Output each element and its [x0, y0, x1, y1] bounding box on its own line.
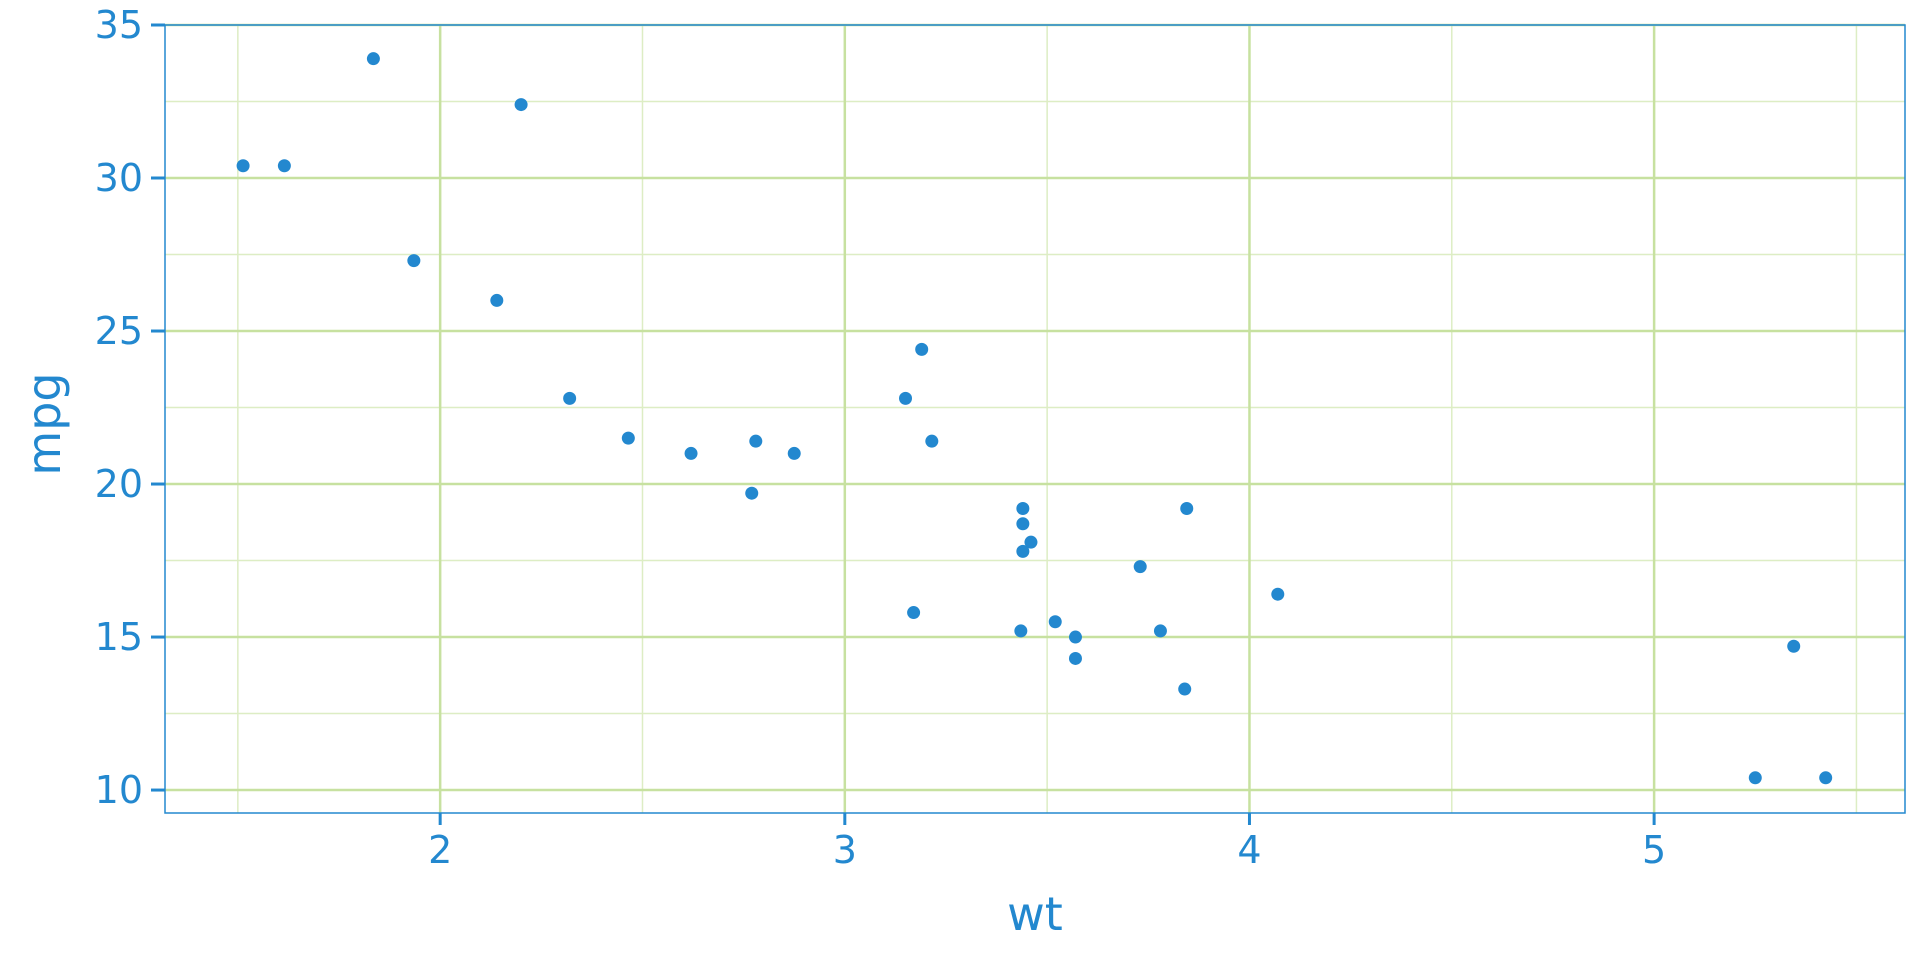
data-point: [1271, 587, 1285, 601]
data-point: [899, 391, 913, 405]
y-tick-label: 20: [95, 462, 143, 506]
data-point: [236, 159, 250, 173]
data-point: [1014, 624, 1028, 638]
data-point: [1748, 771, 1762, 785]
data-point: [1133, 560, 1147, 574]
x-axis-tick-labels: 2 3 4 5: [428, 828, 1666, 872]
data-point: [621, 431, 635, 445]
y-tick-label: 10: [95, 768, 143, 812]
y-axis-title: mpg: [17, 372, 71, 475]
data-point: [684, 446, 698, 460]
data-point: [1068, 630, 1082, 644]
data-point: [1180, 502, 1194, 516]
data-point: [787, 446, 801, 460]
data-point: [907, 606, 921, 620]
data-point: [277, 159, 291, 173]
data-point: [1819, 771, 1833, 785]
minor-gridlines: [165, 25, 1905, 813]
data-point: [1024, 535, 1038, 549]
axis-ticks: [151, 23, 1656, 825]
data-point: [915, 342, 929, 356]
data-points: [236, 52, 1833, 785]
data-point: [745, 486, 759, 500]
x-axis-title: wt: [1007, 887, 1063, 941]
plot-frame: [164, 24, 1906, 814]
data-point: [1178, 682, 1192, 696]
data-point: [1016, 502, 1030, 516]
data-point: [407, 254, 421, 268]
data-point: [925, 434, 939, 448]
x-tick-label: 3: [833, 828, 857, 872]
data-point: [514, 98, 528, 112]
major-gridlines: [165, 23, 1905, 813]
data-point: [366, 52, 380, 66]
data-point: [563, 391, 577, 405]
data-point: [1153, 624, 1167, 638]
y-axis-tick-labels: 10 15 20 25 30 35: [95, 3, 143, 812]
y-tick-label: 15: [95, 615, 143, 659]
data-point: [490, 293, 504, 307]
x-tick-label: 4: [1237, 828, 1261, 872]
data-point: [1068, 651, 1082, 665]
x-tick-label: 2: [428, 828, 452, 872]
data-point: [1787, 639, 1801, 653]
y-tick-label: 30: [95, 156, 143, 200]
data-point: [1016, 517, 1030, 531]
y-tick-label: 25: [95, 309, 143, 353]
y-tick-label: 35: [95, 3, 143, 47]
x-tick-label: 5: [1642, 828, 1666, 872]
data-point: [1016, 544, 1030, 558]
data-point: [749, 434, 763, 448]
data-point: [1048, 615, 1062, 629]
